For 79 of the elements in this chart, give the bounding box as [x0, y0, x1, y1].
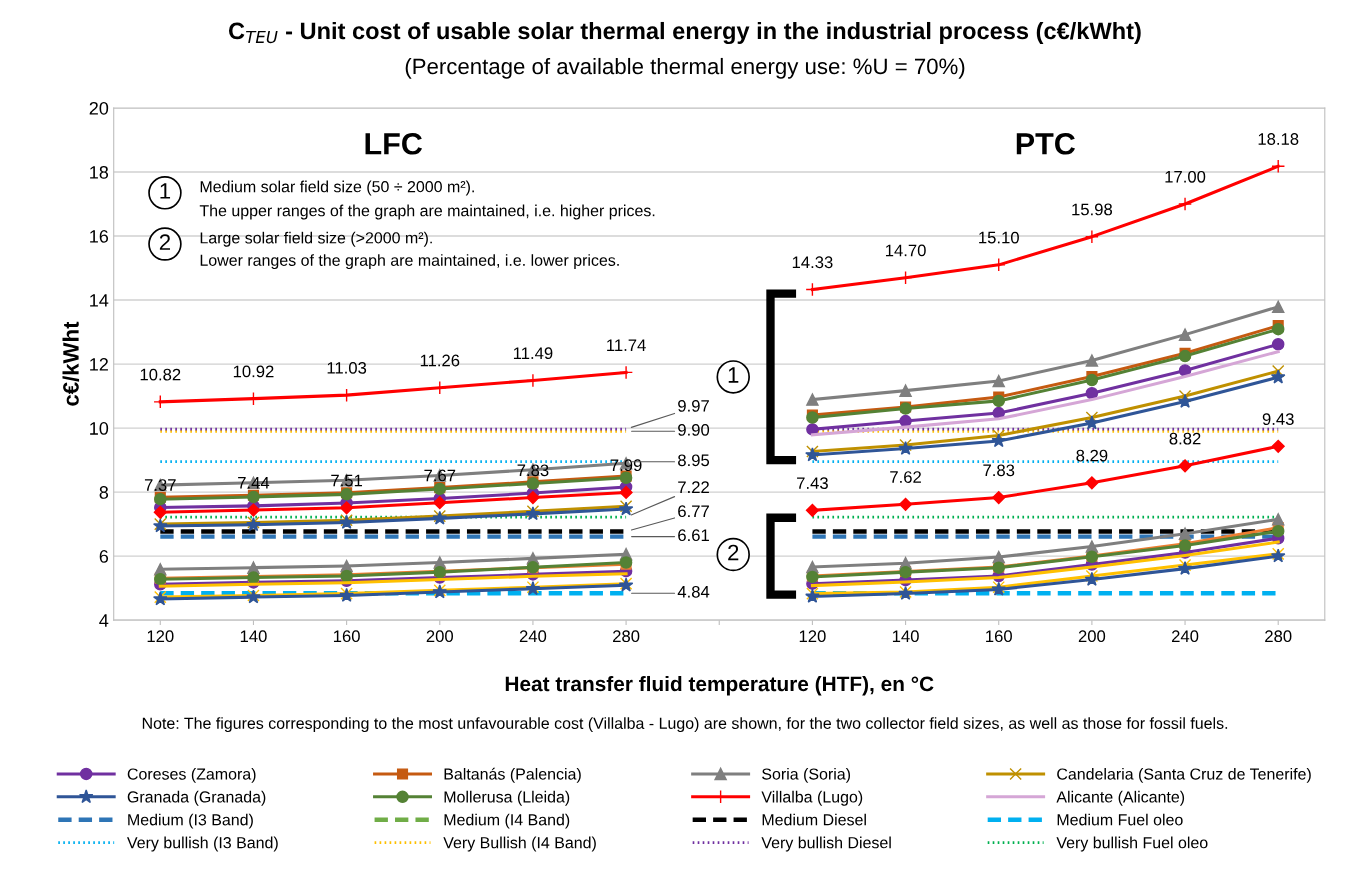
annotation: LFC — [365, 132, 423, 155]
legend-label: Very Bullish (I4 Band) — [443, 836, 596, 852]
data-label: 7.22 — [678, 481, 709, 493]
data-label: 7.62 — [890, 471, 921, 483]
data-label: 8.95 — [678, 454, 710, 467]
data-label: 14.33 — [792, 256, 833, 269]
x-tick-label: 280 — [613, 630, 640, 643]
x-tick-label: 240 — [519, 630, 547, 643]
annotation: 2 — [159, 234, 171, 250]
data-label: 7.37 — [144, 479, 176, 491]
data-label: 10.82 — [140, 368, 181, 381]
data-label: 17.00 — [1165, 170, 1206, 183]
data-label: 9.43 — [1262, 413, 1294, 425]
legend-label: Very bullish Diesel — [761, 836, 891, 852]
data-label: 6.61 — [678, 529, 709, 542]
x-tick-label: 200 — [426, 630, 454, 643]
y-tick-label: 14 — [90, 294, 109, 307]
data-label: 14.70 — [885, 244, 926, 257]
legend-label: Granada (Granada) — [127, 790, 266, 806]
legend-label: Villalba (Lugo) — [761, 790, 863, 806]
y-tick-label: 20 — [89, 101, 109, 115]
data-label: 11.03 — [327, 361, 367, 374]
data-label: 11.74 — [607, 339, 646, 351]
y-tick-label: 10 — [90, 422, 109, 435]
data-label: 10.92 — [233, 365, 274, 378]
y-tick-label: 6 — [99, 550, 109, 563]
annotation: The upper ranges of the graph are maintained, i.e. higher prices. — [199, 204, 655, 220]
x-axis-title: Heat transfer fluid temperature (HTF), en °C — [505, 675, 934, 696]
y-tick-label: 18 — [90, 165, 109, 179]
legend-label: Medium (I3 Band) — [128, 813, 253, 829]
data-label: 8.82 — [1169, 432, 1201, 445]
legend-label: Medium Diesel — [762, 813, 866, 826]
data-label: 7.99 — [610, 459, 642, 472]
data-label: 11.49 — [513, 347, 553, 360]
annotation: Lower ranges of the graph are maintained, i.e. lower prices. — [200, 254, 619, 270]
legend-label: Mollerusa (Lleida) — [444, 790, 570, 806]
data-label: 15.98 — [1072, 203, 1113, 216]
data-label: 6.77 — [678, 505, 709, 518]
data-label: 9.97 — [678, 399, 709, 412]
data-label: 7.83 — [983, 464, 1015, 477]
data-label: 15.10 — [979, 231, 1019, 244]
chart-title: C$_{TEU}$ - Unit cost of usable solar thermal energy in the industrial process (c€/kWht) — [228, 21, 1141, 45]
x-tick-label: 120 — [147, 630, 174, 643]
x-tick-label: 200 — [1078, 630, 1106, 643]
data-label: 9.90 — [678, 423, 710, 436]
annotation: Medium solar field size (50 ÷ 2000 m²). — [200, 180, 474, 196]
chart-subtitle: (Percentage of available thermal energy use: %U = 70%) — [405, 57, 965, 79]
text: Note: The figures corresponding to the most unfavourable cost (Villalba - Lugo) are shown, for the two collector field sizes, as well as those for fossil fuels. — [142, 717, 1228, 733]
legend-label: Very bullish Fuel oleo — [1056, 836, 1208, 852]
y-axis-title: c€/kWht — [62, 321, 80, 406]
data-label: 7.43 — [797, 477, 828, 490]
legend-label: Coreses (Zamora) — [127, 767, 256, 783]
data-label: 18.18 — [1258, 133, 1299, 145]
legend-label: Very bullish (I3 Band) — [127, 836, 278, 852]
x-tick-label: 140 — [892, 630, 919, 643]
data-label: 11.26 — [420, 354, 460, 367]
legend-label: Medium Fuel oleo — [1057, 813, 1183, 826]
data-label: 4.84 — [677, 585, 710, 598]
x-tick-label: 240 — [1171, 630, 1199, 643]
x-tick-label: 140 — [240, 630, 267, 643]
data-label: 8.29 — [1076, 449, 1108, 462]
x-tick-label: 160 — [986, 630, 1012, 643]
legend-label: Baltanás (Palencia) — [444, 767, 581, 783]
x-tick-label: 280 — [1265, 630, 1292, 643]
legend-label: Medium (I4 Band) — [444, 813, 570, 829]
legend-label: Soria (Soria) — [762, 767, 851, 783]
annotation: PTC — [1016, 132, 1076, 155]
legend-label: Alicante (Alicante) — [1056, 790, 1185, 806]
annotation: 2 — [728, 544, 739, 561]
y-tick-label: 16 — [90, 229, 109, 243]
y-tick-label: 12 — [90, 358, 108, 371]
y-tick-label: 4 — [99, 614, 109, 627]
legend-label: Candelaria (Santa Cruz de Tenerife) — [1057, 767, 1311, 783]
x-tick-label: 160 — [333, 630, 360, 643]
annotation: 1 — [728, 367, 739, 383]
annotation: Large solar field size (>2000 m²). — [200, 231, 432, 247]
annotation: 1 — [160, 183, 171, 199]
x-tick-label: 120 — [799, 630, 826, 643]
y-tick-label: 8 — [99, 486, 109, 499]
